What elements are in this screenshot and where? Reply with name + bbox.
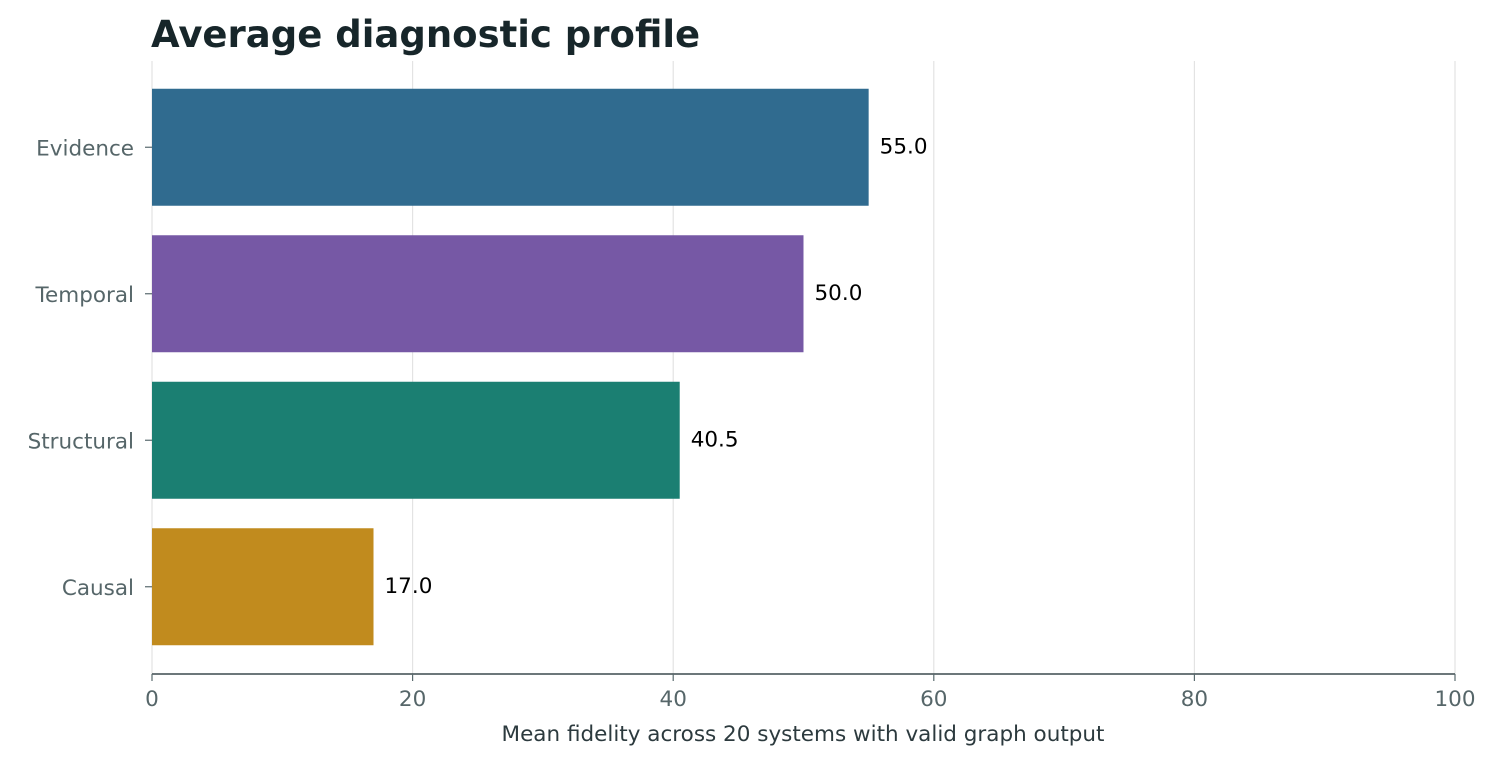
x-tick-label: 80 [1181, 687, 1208, 712]
category-label-evidence: Evidence [36, 136, 134, 161]
x-tick-label: 40 [660, 687, 687, 712]
bars [152, 88, 869, 646]
x-tick-label: 60 [920, 687, 947, 712]
category-label-structural: Structural [28, 429, 134, 454]
category-label-temporal: Temporal [35, 283, 134, 308]
x-tick-label: 100 [1434, 687, 1475, 712]
value-label-temporal: 50.0 [815, 281, 863, 306]
x-tick-label: 20 [399, 687, 426, 712]
bar-evidence [152, 88, 869, 206]
value-label-structural: 40.5 [691, 427, 739, 452]
chart-title: Average diagnostic profile [151, 13, 700, 56]
labels: Evidence 55.0 Temporal 50.0 Structural 40.5 Ca… [28, 134, 928, 601]
bar-structural [152, 381, 680, 499]
value-label-causal: 17.0 [385, 574, 433, 599]
x-axis-title: Mean fidelity across 20 systems with val… [502, 722, 1105, 747]
bar-temporal [152, 235, 804, 353]
value-label-evidence: 55.0 [880, 134, 928, 159]
x-tick-label: 0 [145, 687, 159, 712]
x-axis: 0 20 40 60 80 100 [145, 673, 1476, 712]
category-label-causal: Causal [62, 576, 134, 601]
bar-causal [152, 528, 374, 646]
